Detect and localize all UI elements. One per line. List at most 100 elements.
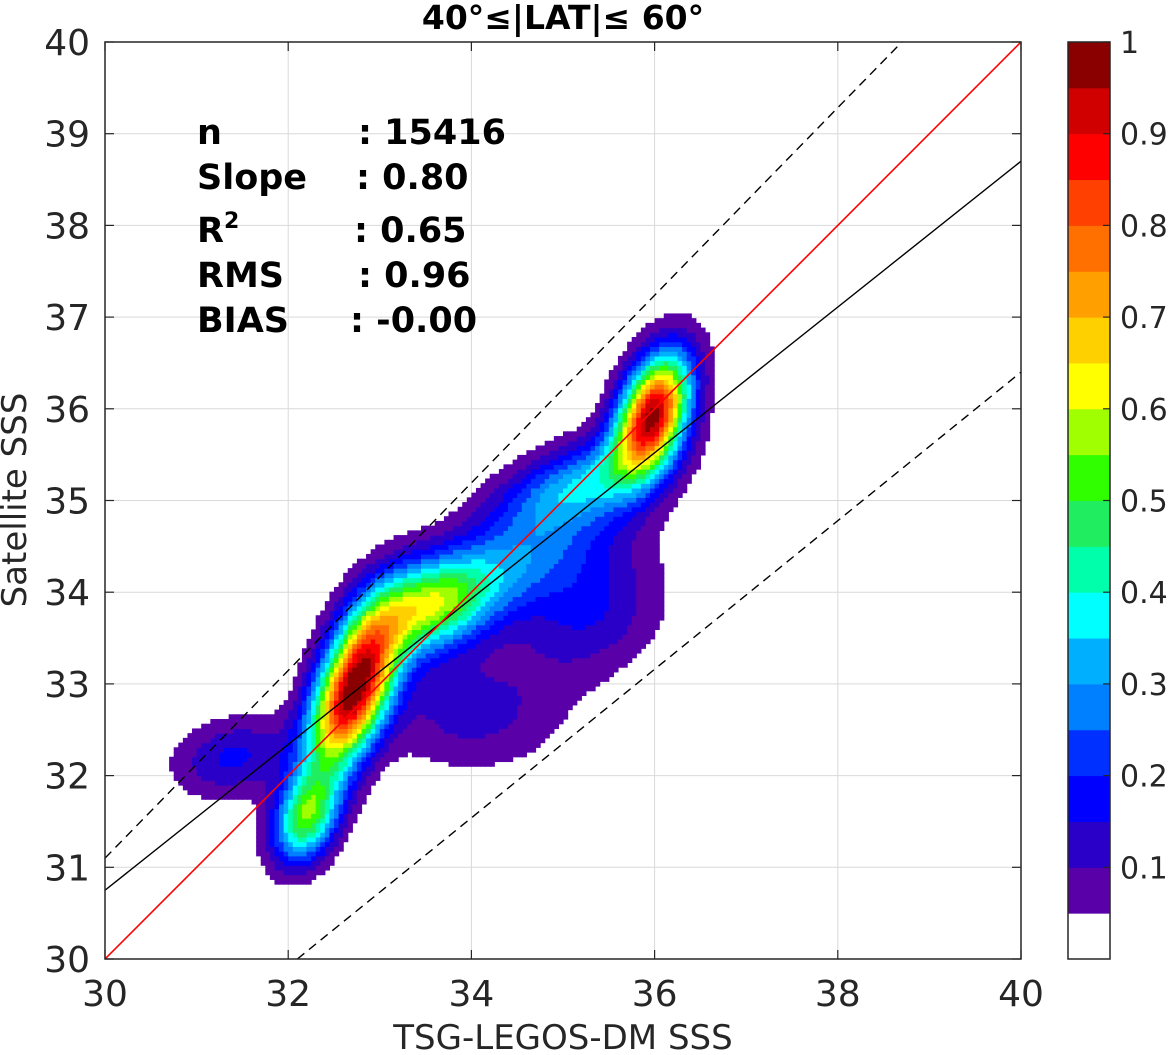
contour-cell (622, 605, 628, 612)
contour-cell (411, 681, 418, 687)
contour-cell (636, 634, 642, 640)
contour-cell (343, 752, 349, 758)
contour-cell (448, 747, 454, 753)
contour-cell (563, 539, 569, 546)
contour-cell (301, 752, 308, 758)
contour-cell (443, 752, 450, 758)
contour-cell (480, 530, 486, 536)
contour-cell (338, 695, 344, 701)
contour-cell (622, 487, 628, 494)
contour-cell (421, 629, 427, 635)
contour-cell (251, 794, 257, 800)
contour-cell (347, 676, 353, 682)
contour-cell (627, 643, 633, 649)
contour-cell (553, 586, 560, 593)
contour-cell (265, 728, 271, 734)
contour-cell (379, 615, 385, 621)
contour-cell (549, 506, 555, 513)
contour-cell (260, 742, 266, 748)
contour-cell (558, 436, 564, 442)
contour-cell (311, 766, 317, 772)
contour-cell (375, 586, 381, 593)
contour-cell (636, 586, 642, 593)
contour-cell (640, 535, 647, 541)
contour-cell (192, 733, 198, 739)
contour-cell (361, 690, 367, 697)
contour-cell (338, 624, 344, 631)
contour-cell (530, 657, 537, 664)
contour-cell (631, 582, 637, 588)
contour-cell (443, 704, 450, 711)
contour-cell (512, 742, 518, 748)
contour-cell (508, 709, 514, 715)
contour-cell (407, 615, 413, 621)
contour-cell (622, 384, 628, 390)
contour-cell (457, 605, 463, 612)
contour-cell (301, 700, 308, 706)
contour-cell (503, 615, 509, 621)
contour-cell (608, 469, 614, 475)
contour-cell (288, 841, 294, 847)
contour-cell (608, 662, 614, 668)
contour-cell (265, 846, 271, 852)
contour-cell (622, 497, 628, 503)
contour-cell (457, 624, 463, 631)
contour-cell (320, 846, 326, 852)
contour-cell (498, 624, 505, 631)
contour-cell (324, 605, 331, 612)
contour-cell (608, 511, 614, 517)
contour-cell (274, 747, 280, 753)
contour-cell (508, 596, 514, 602)
contour-cell (352, 756, 358, 763)
contour-cell (636, 398, 642, 404)
contour-cell (283, 704, 289, 711)
contour-cell (595, 459, 601, 465)
contour-cell (370, 648, 376, 654)
contour-cell (553, 723, 560, 730)
contour-cell (576, 445, 582, 451)
contour-cell (366, 752, 372, 758)
contour-cell (553, 525, 560, 531)
contour-cell (595, 454, 601, 461)
contour-cell (366, 638, 372, 645)
contour-cell (622, 393, 628, 399)
contour-cell (471, 723, 477, 730)
contour-cell (260, 860, 266, 866)
contour-cell (466, 700, 472, 706)
contour-cell (508, 747, 514, 753)
contour-cell (178, 780, 184, 786)
contour-cell (512, 464, 518, 470)
contour-cell (324, 737, 331, 744)
contour-cell (576, 572, 582, 579)
contour-cell (517, 506, 523, 513)
contour-cell (448, 756, 454, 763)
contour-cell (521, 657, 527, 664)
contour-cell (636, 436, 642, 442)
contour-cell (558, 558, 564, 564)
contour-cell (540, 544, 546, 550)
contour-cell (576, 426, 582, 432)
contour-cell (425, 728, 431, 734)
contour-cell (334, 667, 340, 673)
contour-cell (224, 728, 230, 734)
contour-cell (485, 742, 491, 748)
contour-cell (489, 690, 495, 697)
contour-cell (334, 634, 340, 640)
contour-cell (585, 662, 592, 668)
contour-cell (475, 487, 482, 494)
contour-cell (301, 766, 308, 772)
contour-cell (604, 412, 610, 418)
contour-cell (251, 775, 257, 781)
contour-cell (622, 450, 628, 456)
contour-cell (402, 553, 408, 560)
contour-cell (462, 619, 468, 626)
contour-cell (439, 544, 445, 550)
contour-cell (334, 747, 340, 753)
contour-cell (402, 544, 408, 550)
contour-cell (407, 671, 413, 678)
contour-cell (269, 766, 276, 772)
contour-cell (640, 351, 647, 357)
contour-cell (640, 572, 647, 579)
contour-cell (393, 634, 399, 640)
contour-cell (563, 577, 569, 583)
